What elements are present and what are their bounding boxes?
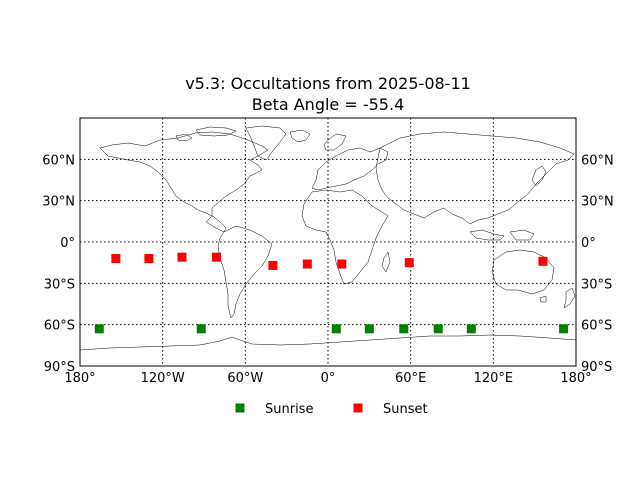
sunrise-marker <box>399 324 409 334</box>
sunset-marker <box>337 259 347 269</box>
x-tick-label: 180° <box>560 371 591 386</box>
sunset-marker <box>404 258 414 268</box>
sunset-marker <box>268 260 278 270</box>
y-tick-label-right: 0° <box>581 236 596 251</box>
y-tick-label-left: 30°N <box>42 195 75 210</box>
y-tick-label-right: 30°N <box>581 195 614 210</box>
sunrise-marker <box>559 324 569 334</box>
sunrise-marker <box>196 324 206 334</box>
x-tick-label: 180° <box>64 371 95 386</box>
sunset-marker <box>302 259 312 269</box>
sunrise-marker <box>94 324 104 334</box>
chart-subtitle: Beta Angle = -55.4 <box>252 95 405 114</box>
x-tick-label: 120°E <box>474 371 514 386</box>
sunrise-legend-swatch <box>235 403 245 413</box>
y-tick-label-left: 60°S <box>44 319 75 334</box>
x-tick-label: 0° <box>321 371 336 386</box>
sunrise-marker <box>331 324 341 334</box>
sunset-marker <box>144 254 154 264</box>
sunset-marker <box>538 256 548 266</box>
y-tick-label-left: 30°S <box>44 277 75 292</box>
y-tick-label-right: 60°S <box>581 319 612 334</box>
x-tick-label: 60°E <box>395 371 426 386</box>
data-marks <box>94 252 569 334</box>
legend: Sunrise Sunset <box>235 402 428 417</box>
sunset-marker <box>111 254 121 264</box>
y-tick-label-left: 0° <box>60 236 75 251</box>
sunrise-marker <box>364 324 374 334</box>
sunrise-marker <box>466 324 476 334</box>
sunrise-legend-label: Sunrise <box>265 402 313 417</box>
axis-ticks: 180° 120°W 60°W 0° 60°E 120°E 180° 60°N 60°N 30°N… <box>42 153 614 386</box>
chart-title: v5.3: Occultations from 2025-08-11 <box>185 74 471 93</box>
y-tick-label-right: 60°N <box>581 153 614 168</box>
x-tick-label: 60°W <box>227 371 263 386</box>
y-tick-label-right: 30°S <box>581 277 612 292</box>
sunset-legend-swatch <box>353 403 363 413</box>
y-tick-label-left: 90°S <box>44 360 75 375</box>
y-tick-label-right: 90°S <box>581 360 612 375</box>
sunset-legend-label: Sunset <box>383 402 428 417</box>
sunrise-marker <box>433 324 443 334</box>
sunset-marker <box>177 252 187 262</box>
graticule <box>80 118 576 366</box>
y-tick-label-left: 60°N <box>42 153 75 168</box>
sunset-marker <box>211 252 221 262</box>
plot-frame <box>79 117 577 367</box>
x-tick-label: 120°W <box>141 371 185 386</box>
world-coastlines <box>79 125 577 351</box>
